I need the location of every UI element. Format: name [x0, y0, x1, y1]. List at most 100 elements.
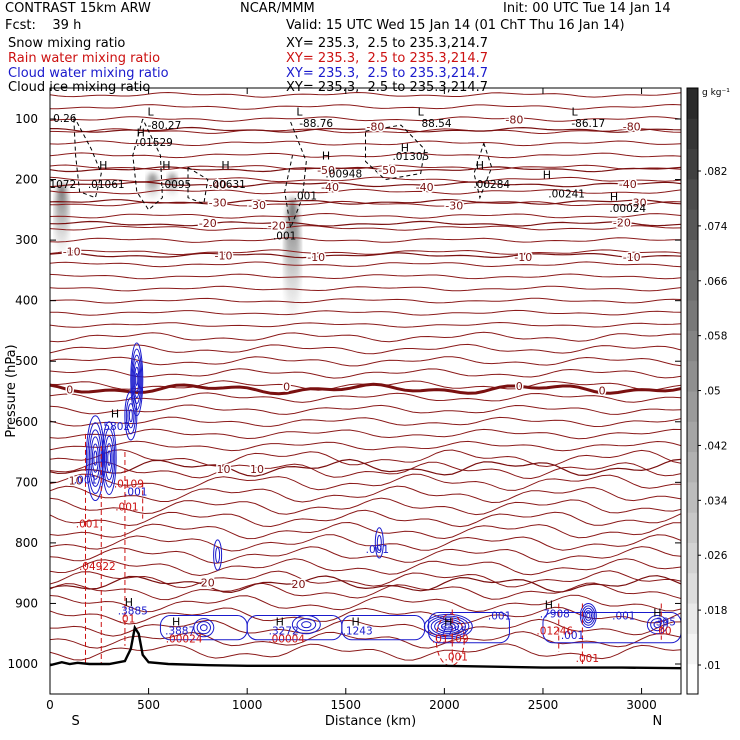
isotherm--10 [50, 252, 681, 259]
isotherm-20 [50, 575, 681, 594]
cloud-water-contour [579, 602, 597, 629]
cloud-water-label: .3887 [165, 626, 195, 638]
rain-label: .00004 [268, 634, 305, 646]
isotherm-line [50, 297, 681, 304]
field-rain-name: Rain water mixing ratio [8, 51, 161, 66]
rain-label: .001 [115, 502, 138, 514]
colorbar-segment [687, 330, 698, 362]
y-tick-label: 100 [15, 112, 38, 126]
isotherm-label: -40 [416, 181, 434, 194]
cloud-water-label: .3272 [269, 626, 299, 638]
isotherm-line [50, 249, 681, 256]
extremum-marker: H [653, 607, 661, 620]
isotherm-label: -10 [623, 251, 641, 264]
isotherm-label: -40 [209, 178, 227, 191]
colorbar-segment [687, 542, 698, 574]
colorbar-label: .042 [704, 440, 727, 452]
isotherm-line [50, 368, 681, 379]
plot-frame [49, 87, 682, 695]
cloud-water-contour [127, 403, 135, 429]
x-tick-label: 0 [46, 698, 54, 712]
isotherm--50 [50, 166, 681, 173]
axes-layer: 0 500 1000 1500 2000 2500 30001002003004005006… [4, 87, 682, 729]
isotherm-line [50, 461, 681, 480]
rain-contour-layer [84, 433, 662, 667]
isotherm-label: -10 [307, 251, 325, 264]
cloud-water-contour [93, 450, 98, 466]
isotherm-line [50, 428, 681, 440]
isotherm-label: -50 [317, 164, 335, 177]
colorbar-segment [687, 209, 698, 240]
extremum-marker: H [545, 599, 553, 612]
ice-value-label: -80.27 [147, 120, 181, 132]
cloud-water-contour-layer [85, 342, 681, 644]
colorbar-segment [687, 360, 698, 392]
rain-label: .0109 [114, 479, 144, 491]
cloud-water-contour [213, 539, 223, 571]
isotherm-10 [50, 458, 681, 477]
rain-label: .01246 [536, 626, 573, 638]
isotherm-0 [50, 382, 681, 396]
snow-value-label: 0.26 [53, 113, 77, 125]
field-snow-name: Snow mixing ratio [8, 36, 126, 51]
x-tick-label: 2500 [528, 698, 559, 712]
snow-contour-layer [73, 115, 493, 230]
isotherm-label: 0 [599, 384, 606, 397]
isotherm-line [50, 309, 681, 316]
init-time: Init: 00 UTC Tue 14 Jan 14 [503, 1, 671, 16]
colorbar-segment [687, 148, 698, 180]
colorbar: .01 .018 .026 .034 .042 .05 .058 .066 .074 .082 g … [686, 87, 730, 695]
colorbar-segment [687, 633, 698, 665]
cloud-water-contour [584, 610, 593, 621]
isotherm-layer [50, 91, 681, 661]
south-label: S [72, 714, 80, 729]
cloud-water-contour [104, 435, 114, 481]
rain-label: .00 [655, 626, 672, 638]
cloud-water-contour [653, 621, 662, 629]
cloud-water-label: .001 [74, 474, 97, 486]
colorbar-label: .026 [704, 550, 728, 562]
rain-label: .00024 [166, 634, 203, 646]
cloud-water-label: .7908 [540, 609, 570, 621]
cloud-water-contour [296, 618, 317, 632]
extremum-marker: H [352, 616, 360, 629]
cloud-water-contour [199, 624, 208, 632]
isotherm--20 [50, 220, 681, 227]
snow-value-label: .001 [294, 190, 317, 202]
extremum-marker: H [322, 149, 330, 162]
snow-contour-5 [187, 166, 209, 205]
extremum-marker: H [111, 407, 119, 420]
colorbar-segment [687, 421, 698, 453]
cloud-water-label: .395 [653, 617, 676, 629]
isotherm-label: 10 [250, 463, 264, 476]
isotherm-line [50, 643, 681, 661]
rain-label: .001 [76, 519, 99, 531]
cloud-water-contour [87, 422, 104, 494]
isotherm-line [50, 521, 681, 540]
isotherm-label: 10 [69, 475, 83, 488]
isotherm-label: -20 [268, 220, 286, 233]
extremum-marker: H [221, 159, 229, 172]
cloud-water-label: .3885 [118, 606, 148, 618]
cloud-water-label: .1243 [343, 626, 373, 638]
contour-label-layer: -80-80 -80-50 -50-40 -40 -40 -40-30 -30 -30 -30-… [49, 106, 675, 665]
isotherm-label: -20 [199, 217, 217, 230]
valid-time: Valid: 15 UTC Wed 15 Jan 14 (01 ChT Thu … [286, 18, 625, 33]
cloud-water-label: .001 [561, 630, 584, 642]
north-label: N [652, 714, 662, 729]
cloud-water-contour [91, 443, 99, 473]
colorbar-segment [687, 118, 698, 150]
isotherm-label: -80 [505, 114, 523, 127]
colorbar-segment [687, 269, 698, 301]
colorbar-label: .074 [704, 221, 728, 233]
isotherm-line [50, 188, 681, 195]
snow-value-label: .01061 [88, 179, 125, 191]
org-label: NCAR/MMM [240, 1, 315, 16]
colorbar-label: .018 [704, 605, 727, 617]
snow-value-label: 1072 [49, 179, 76, 191]
surface-pressure-line [50, 624, 681, 670]
isotherm-line [50, 225, 681, 231]
isotherm--30 [50, 198, 681, 205]
surface-line-layer [50, 624, 681, 670]
cloud-water-contour [128, 409, 133, 423]
